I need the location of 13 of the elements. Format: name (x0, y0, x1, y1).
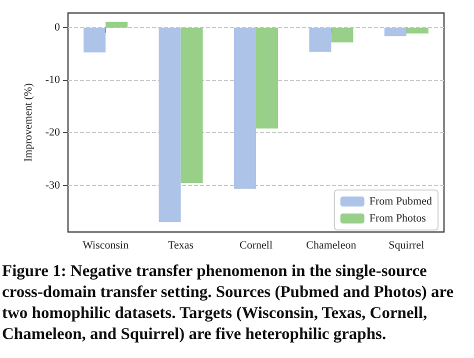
x-tick-label: Chameleon (306, 240, 357, 252)
legend-label: From Pubmed (369, 196, 432, 208)
x-tick-label: Cornell (240, 240, 272, 252)
x-tick-label: Wisconsin (82, 240, 130, 252)
x-tick-label: Squirrel (388, 240, 424, 252)
y-axis-title: Improvement (%) (22, 82, 34, 162)
y-tick-label: -10 (45, 74, 60, 86)
y-tick-label: -30 (45, 179, 60, 192)
caption: Figure 1: Negative transfer phenomenon in the single-source cross-domain transfer setting. Sources (Pubmed and Photos) are two homophilic datasets. Targets (Wisconsin, Texas, Cornell, Chameleon, and Squirrel) are five heterophilic graphs. (2, 261, 458, 343)
legend-label: From Photos (369, 212, 426, 224)
x-tick-label: Texas (168, 240, 194, 252)
y-tick-label: -20 (45, 126, 60, 139)
y-tick-label: 0 (54, 22, 60, 34)
